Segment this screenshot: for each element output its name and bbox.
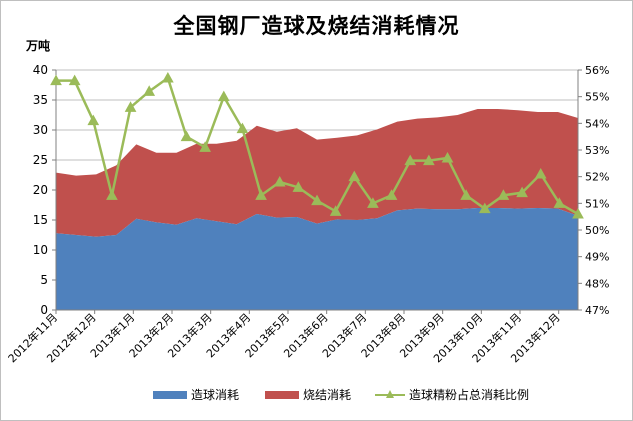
legend-swatch-red <box>265 390 299 399</box>
ratio-marker <box>50 74 62 86</box>
ratio-marker <box>180 130 193 142</box>
area-pelletizing <box>56 208 578 310</box>
ratio-marker <box>311 194 323 206</box>
ratio-marker <box>478 202 491 214</box>
legend-triangle-line-icon <box>375 389 405 400</box>
ratio-marker <box>385 189 398 200</box>
y-tick-label: 35 <box>33 93 48 107</box>
y2-tick-label: 56% <box>585 64 609 77</box>
legend-item-sintering: 烧结消耗 <box>265 386 351 403</box>
legend-item-ratio: 造球精粉占总消耗比例 <box>375 386 529 403</box>
y2-tick-label: 51% <box>585 197 609 210</box>
ratio-marker <box>348 170 361 182</box>
y2-tick-label: 54% <box>585 117 609 130</box>
ratio-marker <box>460 189 472 200</box>
legend-swatch-blue <box>153 390 187 399</box>
y2-tick-label: 53% <box>585 144 609 157</box>
legend-label: 造球精粉占总消耗比例 <box>409 388 530 402</box>
ratio-marker <box>162 71 174 83</box>
ratio-marker <box>572 207 584 219</box>
ratio-marker <box>441 151 454 163</box>
y-tick-label: 15 <box>33 213 48 227</box>
ratio-marker <box>516 186 528 198</box>
ratio-marker <box>255 189 267 200</box>
area-sintering <box>56 109 578 237</box>
y-tick-label: 25 <box>33 153 48 167</box>
y2-tick-label: 49% <box>585 251 609 264</box>
ratio-marker <box>367 197 379 208</box>
chart-title: 全国钢厂造球及烧结消耗情况 <box>173 14 460 38</box>
y-tick-label: 40 <box>33 63 48 77</box>
ratio-marker <box>106 189 118 200</box>
y2-tick-label: 48% <box>585 277 609 290</box>
y-tick-label: 0 <box>40 303 48 317</box>
ratio-marker <box>236 122 249 134</box>
ratio-marker <box>87 114 100 126</box>
y-tick-label: 10 <box>33 243 48 257</box>
ratio-marker <box>553 197 566 208</box>
ratio-marker <box>217 90 230 102</box>
y2-tick-label: 55% <box>585 91 609 104</box>
y2-tick-label: 52% <box>585 171 609 184</box>
ratio-marker <box>273 175 286 187</box>
ratio-marker <box>404 154 417 166</box>
ratio-marker <box>199 141 211 152</box>
legend-item-pelletizing: 造球消耗 <box>153 386 239 403</box>
ratio-marker <box>143 85 156 96</box>
ratio-marker <box>329 205 342 216</box>
ratio-marker <box>423 154 435 166</box>
ratio-marker <box>292 181 305 192</box>
legend-label: 造球消耗 <box>191 388 240 402</box>
y-tick-label: 20 <box>33 183 48 197</box>
ratio-marker <box>68 74 81 86</box>
y-tick-label: 30 <box>33 123 48 137</box>
y-axis-unit-label: 万吨 <box>26 39 51 53</box>
y2-tick-label: 50% <box>585 224 609 237</box>
ratio-marker <box>497 189 510 200</box>
y-tick-label: 5 <box>40 273 48 287</box>
ratio-marker <box>534 167 547 179</box>
y2-tick-label: 47% <box>585 304 609 317</box>
ratio-marker <box>124 101 137 112</box>
legend-label: 烧结消耗 <box>303 388 352 402</box>
